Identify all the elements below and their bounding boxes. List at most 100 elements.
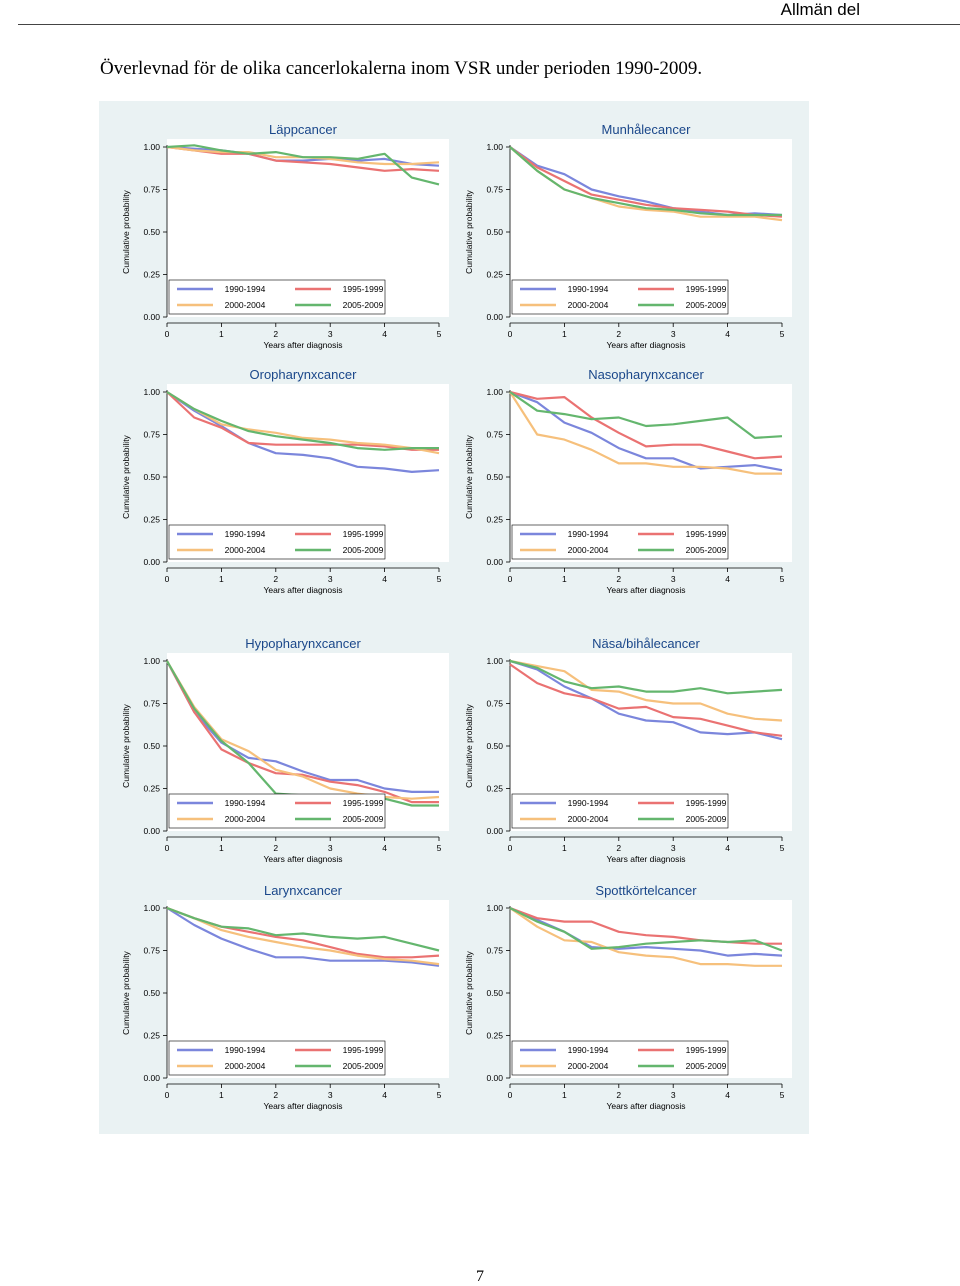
y-tick-label: 0.00	[486, 557, 503, 567]
series-line-1995-1999	[509, 146, 783, 218]
x-tick-label: 0	[508, 574, 513, 584]
chart-panel-3: Oropharynxcancer 0.00 0.25 0.50 0.75 1.00 Cumu…	[121, 367, 449, 595]
series-line-2005-2009	[166, 391, 439, 451]
chart-panel-7: Larynxcancer 0.00 0.25 0.50 0.75 1.00 Cumulati…	[121, 883, 449, 1111]
legend-label: 2005-2009	[343, 1061, 384, 1071]
x-tick-label: 4	[382, 1090, 387, 1100]
section-header: Allmän del	[780, 0, 860, 19]
chart-title: Spottkörtelcancer	[595, 883, 697, 898]
y-tick-label: 0.50	[486, 741, 503, 751]
legend-label: 2005-2009	[343, 814, 384, 824]
chart-panel-6: Näsa/bihålecancer 0.00 0.25 0.50 0.75 1.00 Cum…	[464, 636, 792, 864]
y-tick-label: 0.00	[143, 826, 160, 836]
y-tick-label: 0.75	[486, 699, 503, 709]
y-tick-label: 0.75	[143, 946, 160, 956]
legend-label: 2000-2004	[568, 1061, 609, 1071]
series-line-1995-1999	[166, 391, 439, 451]
survival-figure: Läppcancer 0.00 0.25 0.50 0.75 1.00 Cumulative…	[99, 101, 809, 1134]
chart-title: Nasopharynxcancer	[588, 367, 704, 382]
page-header: Allmän del	[18, 0, 960, 25]
legend-label: 2005-2009	[343, 300, 384, 310]
y-tick-label: 0.00	[143, 1073, 160, 1083]
x-tick-label: 0	[165, 329, 170, 339]
survival-figure-svg: Läppcancer 0.00 0.25 0.50 0.75 1.00 Cumulative…	[121, 122, 792, 1111]
legend-label: 2000-2004	[568, 300, 609, 310]
legend-label: 2000-2004	[225, 1061, 266, 1071]
x-tick-label: 2	[616, 574, 621, 584]
y-tick-label: 1.00	[143, 387, 160, 397]
y-tick-label: 1.00	[143, 903, 160, 913]
x-tick-label: 1	[562, 843, 567, 853]
x-tick-label: 4	[382, 843, 387, 853]
x-axis-label: Years after diagnosis	[263, 585, 342, 595]
x-tick-label: 2	[616, 1090, 621, 1100]
y-axis-label: Cumulative probability	[121, 189, 131, 273]
legend-label: 1995-1999	[686, 798, 727, 808]
y-tick-label: 0.25	[143, 270, 160, 280]
y-tick-label: 0.50	[143, 741, 160, 751]
y-tick-label: 0.50	[143, 472, 160, 482]
legend-box	[168, 279, 386, 315]
legend: 1990-1994 1995-1999 2000-2004 2005-2009	[511, 279, 729, 315]
legend-label: 1990-1994	[568, 529, 609, 539]
x-axis-label: Years after diagnosis	[263, 340, 342, 350]
series-line-1995-1999	[509, 390, 783, 460]
legend: 1990-1994 1995-1999 2000-2004 2005-2009	[511, 793, 729, 829]
y-tick-label: 0.00	[143, 557, 160, 567]
y-axis-label: Cumulative probability	[464, 703, 474, 787]
series-line-2005-2009	[166, 144, 440, 186]
y-tick-label: 1.00	[486, 387, 503, 397]
series-line-1995-1999	[509, 906, 782, 945]
x-tick-label: 0	[508, 329, 513, 339]
legend-label: 2000-2004	[225, 814, 266, 824]
x-tick-label: 2	[273, 843, 278, 853]
series-line-2000-2004	[166, 391, 440, 455]
chart-panel-5: Hypopharynxcancer 0.00 0.25 0.50 0.75 1.00 Cum…	[121, 636, 449, 864]
y-axis-label: Cumulative probability	[464, 434, 474, 518]
legend-label: 1990-1994	[225, 798, 266, 808]
legend-label: 2000-2004	[568, 814, 609, 824]
x-tick-label: 5	[780, 1090, 785, 1100]
x-tick-label: 3	[671, 1090, 676, 1100]
y-tick-label: 0.25	[143, 515, 160, 525]
legend: 1990-1994 1995-1999 2000-2004 2005-2009	[511, 524, 729, 560]
x-tick-label: 1	[562, 574, 567, 584]
x-tick-label: 3	[328, 329, 333, 339]
x-axis-label: Years after diagnosis	[606, 1101, 685, 1111]
x-tick-label: 3	[671, 574, 676, 584]
legend-label: 2000-2004	[225, 300, 266, 310]
legend-label: 1990-1994	[568, 284, 609, 294]
legend-label: 1995-1999	[686, 1045, 727, 1055]
y-tick-label: 0.50	[486, 472, 503, 482]
y-tick-label: 0.00	[486, 1073, 503, 1083]
y-axis-label: Cumulative probability	[121, 703, 131, 787]
legend-label: 1995-1999	[343, 529, 384, 539]
series-line-1990-1994	[509, 390, 783, 472]
legend: 1990-1994 1995-1999 2000-2004 2005-2009	[511, 1040, 729, 1076]
legend-label: 1995-1999	[343, 1045, 384, 1055]
y-tick-label: 1.00	[486, 142, 503, 152]
page-number: 7	[476, 1268, 484, 1285]
x-axis-label: Years after diagnosis	[606, 854, 685, 864]
x-tick-label: 2	[273, 1090, 278, 1100]
x-tick-label: 2	[616, 329, 621, 339]
y-tick-label: 0.50	[143, 227, 160, 237]
legend-box	[168, 524, 386, 560]
y-tick-label: 0.00	[486, 826, 503, 836]
legend: 1990-1994 1995-1999 2000-2004 2005-2009	[168, 793, 386, 829]
series-line-2005-2009	[509, 659, 783, 695]
x-tick-label: 0	[165, 843, 170, 853]
y-axis-label: Cumulative probability	[121, 434, 131, 518]
legend-label: 1990-1994	[225, 1045, 266, 1055]
chart-title: Läppcancer	[269, 122, 338, 137]
x-tick-label: 3	[328, 843, 333, 853]
series-line-1990-1994	[509, 659, 783, 741]
x-tick-label: 5	[780, 843, 785, 853]
legend-label: 1990-1994	[225, 529, 266, 539]
series-line-2005-2009	[509, 907, 783, 952]
y-tick-label: 0.25	[486, 1031, 503, 1041]
x-tick-label: 1	[562, 1090, 567, 1100]
legend: 1990-1994 1995-1999 2000-2004 2005-2009	[168, 1040, 386, 1076]
y-tick-label: 0.75	[143, 185, 160, 195]
x-tick-label: 0	[508, 1090, 513, 1100]
